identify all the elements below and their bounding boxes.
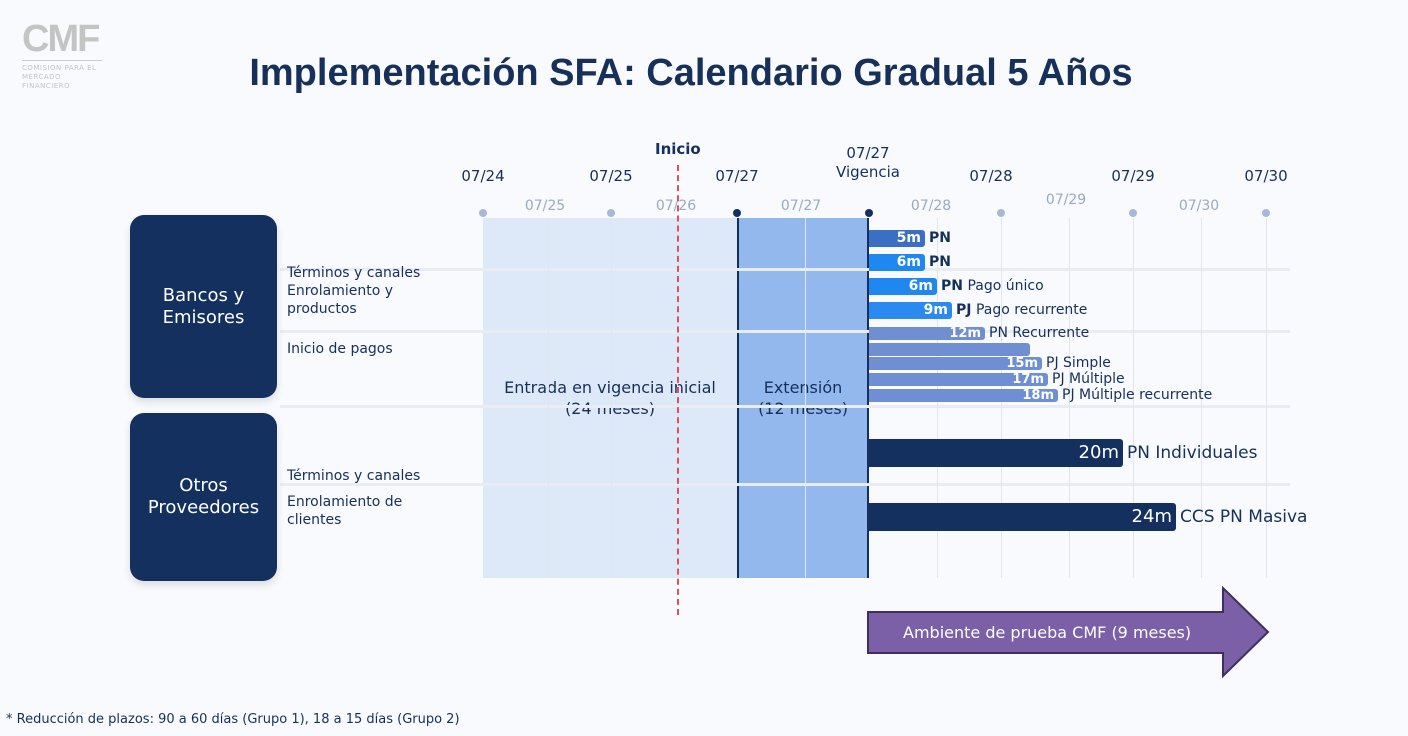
- test-environment-label: Ambiente de prueba CMF (9 meses): [903, 623, 1192, 642]
- tick-label-top: 07/27: [715, 167, 759, 185]
- vigencia-marker: 07/27 Vigencia: [836, 144, 900, 182]
- row-label: Inicio de pagos: [287, 341, 393, 357]
- bar-months: 20m: [1078, 442, 1119, 463]
- bar-label-text: PJ Simple: [1046, 355, 1111, 371]
- bar-label-bold: PN: [941, 278, 963, 294]
- test-environment-arrow: [867, 586, 1270, 679]
- group-otros: Otros Proveedores: [130, 413, 277, 581]
- bar-label-bold: PN: [929, 254, 951, 270]
- grid-line-horizontal: [280, 483, 1290, 486]
- row-label: Enrolamiento de clientes: [287, 494, 403, 528]
- inicio-label: Inicio: [655, 140, 701, 158]
- bar-label: PJ Pago recurrente: [956, 302, 1087, 318]
- timeline-bar: 18m: [869, 389, 1058, 402]
- bar-label: PN Individuales: [1127, 443, 1257, 463]
- bar-months: 6m: [908, 278, 933, 294]
- logo-subtitle: COMISION PARA EL MERCADO FINANCIERO: [22, 64, 97, 90]
- tick-label-sub: 07/28: [910, 198, 952, 214]
- logo-mark: CMF: [22, 20, 102, 61]
- bar-label-text: PN Recurrente: [989, 325, 1090, 341]
- bar-label-text: Pago único: [967, 278, 1044, 294]
- row-label: Términos y canales: [287, 265, 421, 281]
- bar-label-text: Pago recurrente: [975, 302, 1088, 318]
- group-bancos-label: Bancos y Emisores: [162, 284, 245, 328]
- vigencia-label: Vigencia: [836, 163, 900, 181]
- grid-line-horizontal: [280, 405, 1290, 408]
- phase-initial-label: Entrada en vigencia inicial (24 meses): [504, 378, 716, 418]
- timeline-bar: 12m: [869, 327, 985, 340]
- row-label: Enrolamiento y productos: [287, 283, 394, 317]
- tick-label-sub: 07/27: [780, 198, 822, 214]
- bar-label: CCS PN Masiva: [1180, 507, 1307, 527]
- grid-line-horizontal: [280, 268, 1290, 271]
- footnote: * Reducción de plazos: 90 a 60 días (Gru…: [6, 712, 460, 727]
- grid-line-vertical: [1069, 218, 1070, 578]
- grid-line-vertical: [1133, 218, 1134, 578]
- bar-label: PJ Simple: [1046, 355, 1111, 371]
- page-title: Implementación SFA: Calendario Gradual 5…: [249, 52, 1133, 94]
- bar-months: 24m: [1131, 506, 1172, 527]
- bar-label: PN: [929, 254, 951, 270]
- group-otros-label: Otros Proveedores: [147, 475, 260, 518]
- tick-label-top: 07/24: [461, 167, 505, 185]
- tick-label-top: 07/30: [1244, 167, 1288, 185]
- bar-months: 17m: [1012, 372, 1044, 387]
- tick-label-sub: 07/25: [524, 198, 566, 214]
- tick-label-top: 07/25: [589, 167, 633, 185]
- bar-months: 5m: [896, 230, 921, 246]
- timeline-dot: [733, 209, 741, 217]
- timeline-bar: 20m: [869, 439, 1123, 467]
- timeline-bar: 17m: [869, 373, 1048, 386]
- timeline-dot: [479, 209, 487, 217]
- bar-months: 18m: [1022, 388, 1054, 403]
- timeline-bar: 6m: [869, 254, 925, 271]
- timeline-bar: 6m: [869, 278, 937, 295]
- inicio-line: [677, 165, 679, 615]
- bar-label-text: PN Individuales: [1127, 443, 1258, 463]
- bar-label-bold: PJ: [956, 302, 972, 318]
- timeline-dot: [607, 209, 615, 217]
- bar-months: 15m: [1006, 356, 1038, 371]
- bar-label: PJ Múltiple recurrente: [1062, 387, 1212, 403]
- grid-line-horizontal: [280, 330, 1290, 333]
- group-bancos: Bancos y Emisores: [130, 215, 277, 398]
- bar-months: 6m: [896, 254, 921, 270]
- grid-line-vertical: [1266, 218, 1267, 578]
- bar-months: 12m: [949, 326, 981, 341]
- vigencia-date: 07/27: [846, 144, 890, 162]
- timeline-dot: [1129, 209, 1137, 217]
- phase-extension: Extensión (12 meses): [737, 218, 869, 578]
- phase-initial: Entrada en vigencia inicial (24 meses): [483, 218, 737, 578]
- tick-label-sub: 07/30: [1178, 198, 1220, 214]
- timeline-dot: [1262, 209, 1270, 217]
- grid-line-vertical: [548, 218, 549, 578]
- timeline-dot: [997, 209, 1005, 217]
- bar-label-bold: PN: [929, 230, 951, 246]
- timeline-bar: 5m: [869, 230, 925, 247]
- row-label: Términos y canales: [287, 468, 421, 484]
- tick-label-top: 07/28: [969, 167, 1013, 185]
- timeline-dot: [865, 209, 873, 217]
- bar-label: PN: [929, 230, 951, 246]
- bar-label: PJ Múltiple: [1052, 371, 1125, 387]
- grid-line-vertical: [805, 218, 806, 578]
- bar-label: PN Pago único: [941, 278, 1044, 294]
- bar-label-text: PJ Múltiple: [1052, 371, 1125, 387]
- timeline-bar: 15m: [869, 357, 1042, 370]
- bar-label-text: CCS PN Masiva: [1180, 507, 1308, 527]
- timeline-bar: 24m: [869, 503, 1176, 531]
- tick-label-top: 07/29: [1111, 167, 1155, 185]
- grid-line-vertical: [611, 218, 612, 578]
- cmf-logo: CMF COMISION PARA EL MERCADO FINANCIERO: [22, 20, 102, 91]
- timeline-bar: 9m: [869, 302, 952, 319]
- grid-line-vertical: [1201, 218, 1202, 578]
- tick-label-sub: 07/29: [1045, 192, 1087, 208]
- bar-label: PN Recurrente: [989, 325, 1089, 341]
- bar-label-text: PJ Múltiple recurrente: [1062, 387, 1213, 403]
- tick-label-sub: 07/26: [655, 198, 697, 214]
- bar-months: 9m: [923, 302, 948, 318]
- phase-extension-label: Extensión (12 meses): [758, 378, 848, 418]
- timeline-bar: [869, 343, 1030, 356]
